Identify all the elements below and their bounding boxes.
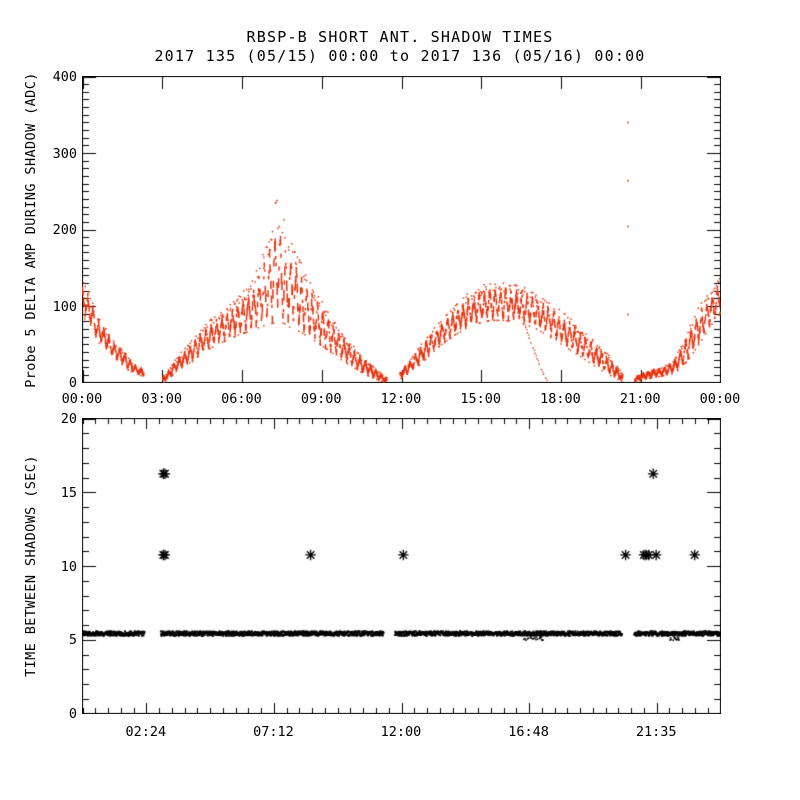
x-tick-label-bottom: 07:12 (253, 724, 294, 740)
x-tick-label-bottom: 02:24 (125, 724, 167, 740)
y-tick-label-top: 200 (52, 222, 77, 238)
x-tick-label-top: 00:00 (699, 391, 741, 407)
x-tick-label-top: 03:00 (141, 391, 183, 407)
bottom-panel-plot (82, 418, 721, 714)
plot-subtitle: 2017 135 (05/15) 00:00 to 2017 136 (05/1… (154, 47, 646, 65)
x-tick-label-top: 15:00 (460, 391, 502, 407)
y-tick-label-bottom: 5 (68, 632, 77, 649)
x-tick-label-top: 06:00 (221, 391, 262, 407)
y-tick-label-top: 300 (52, 145, 77, 162)
x-tick-label-top: 00:00 (61, 391, 103, 407)
plot-title: RBSP-B SHORT ANT. SHADOW TIMES (246, 28, 554, 46)
x-tick-label-bottom: 16:48 (508, 724, 549, 740)
top-panel-plot (82, 76, 721, 383)
x-tick-label-top: 09:00 (300, 391, 342, 407)
y-tick-label-bottom: 15 (60, 484, 77, 501)
y-tick-label-bottom: 10 (60, 558, 77, 575)
x-tick-label-bottom: 12:00 (380, 724, 422, 740)
y-tick-label-bottom: 0 (68, 706, 77, 722)
y-tick-label-top: 100 (52, 298, 77, 315)
x-tick-label-top: 21:00 (619, 391, 661, 407)
y-tick-label-top: 0 (68, 375, 77, 391)
x-tick-label-top: 12:00 (380, 391, 422, 407)
y-tick-label-bottom: 20 (60, 411, 77, 427)
x-tick-label-top: 18:00 (540, 391, 581, 407)
x-tick-label-bottom: 21:35 (635, 724, 677, 740)
y-tick-label-top: 400 (52, 69, 77, 85)
